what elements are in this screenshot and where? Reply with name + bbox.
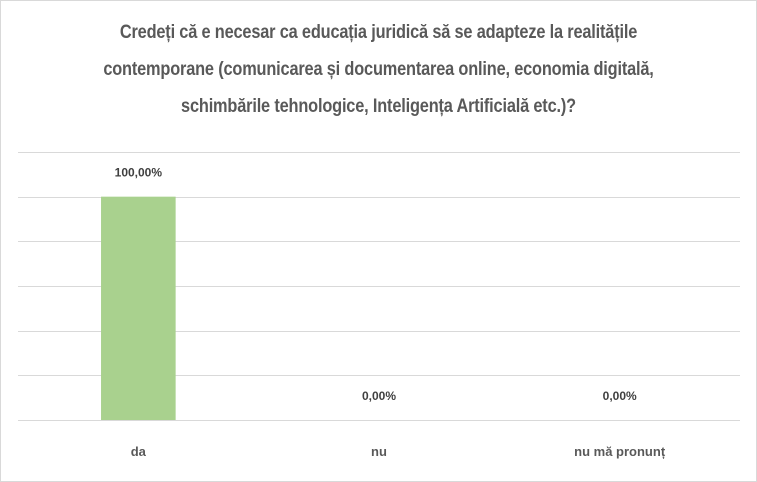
chart-title-line-3: schimbările tehnologice, Inteligența Art… (181, 96, 576, 117)
x-tick-label-1: nu (371, 444, 387, 459)
x-tick-label-0: da (131, 444, 147, 459)
chart-title: Credeți că e necesar ca educația juridic… (87, 14, 669, 125)
bar-0 (101, 196, 176, 420)
data-label-0: 100,00% (115, 166, 163, 180)
data-label-2: 0,00% (603, 389, 637, 403)
chart-title-line-2: contemporane (comunicarea și documentare… (103, 59, 654, 80)
data-label-1: 0,00% (362, 389, 396, 403)
x-tick-label-2: nu mă pronunț (574, 444, 666, 459)
chart-title-line-1: Credeți că e necesar ca educația juridic… (119, 22, 638, 43)
